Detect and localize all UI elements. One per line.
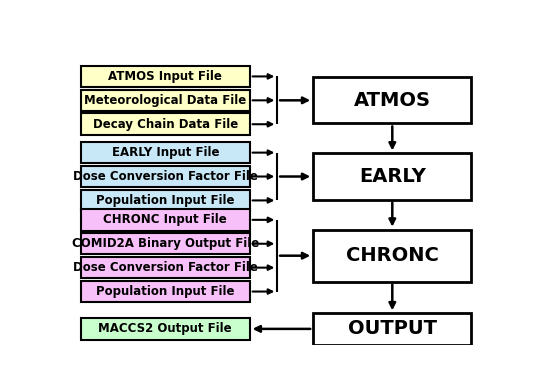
Text: OUTPUT: OUTPUT <box>348 319 437 338</box>
FancyBboxPatch shape <box>313 77 471 123</box>
FancyBboxPatch shape <box>81 113 250 135</box>
Text: Dose Conversion Factor File: Dose Conversion Factor File <box>73 261 258 274</box>
FancyBboxPatch shape <box>81 318 250 340</box>
Text: ATMOS Input File: ATMOS Input File <box>108 70 222 83</box>
FancyBboxPatch shape <box>81 257 250 279</box>
Text: ATMOS: ATMOS <box>354 91 431 110</box>
Text: COMID2A Binary Output File: COMID2A Binary Output File <box>71 237 259 250</box>
Text: EARLY Input File: EARLY Input File <box>112 146 219 159</box>
Text: Population Input File: Population Input File <box>96 285 234 298</box>
Text: CHRONC: CHRONC <box>346 246 439 265</box>
FancyBboxPatch shape <box>81 190 250 211</box>
FancyBboxPatch shape <box>81 281 250 302</box>
FancyBboxPatch shape <box>81 66 250 87</box>
FancyBboxPatch shape <box>313 230 471 282</box>
Text: Dose Conversion Factor File: Dose Conversion Factor File <box>73 170 258 183</box>
FancyBboxPatch shape <box>81 209 250 230</box>
Text: MACCS2 Output File: MACCS2 Output File <box>99 322 232 335</box>
FancyBboxPatch shape <box>81 142 250 163</box>
Text: EARLY: EARLY <box>359 167 426 186</box>
FancyBboxPatch shape <box>313 153 471 200</box>
FancyBboxPatch shape <box>81 166 250 187</box>
FancyBboxPatch shape <box>81 90 250 111</box>
Text: Meteorological Data File: Meteorological Data File <box>84 94 246 107</box>
Text: Population Input File: Population Input File <box>96 194 234 207</box>
FancyBboxPatch shape <box>81 233 250 255</box>
FancyBboxPatch shape <box>313 313 471 345</box>
Text: Decay Chain Data File: Decay Chain Data File <box>93 118 238 131</box>
Text: CHRONC Input File: CHRONC Input File <box>104 213 227 226</box>
